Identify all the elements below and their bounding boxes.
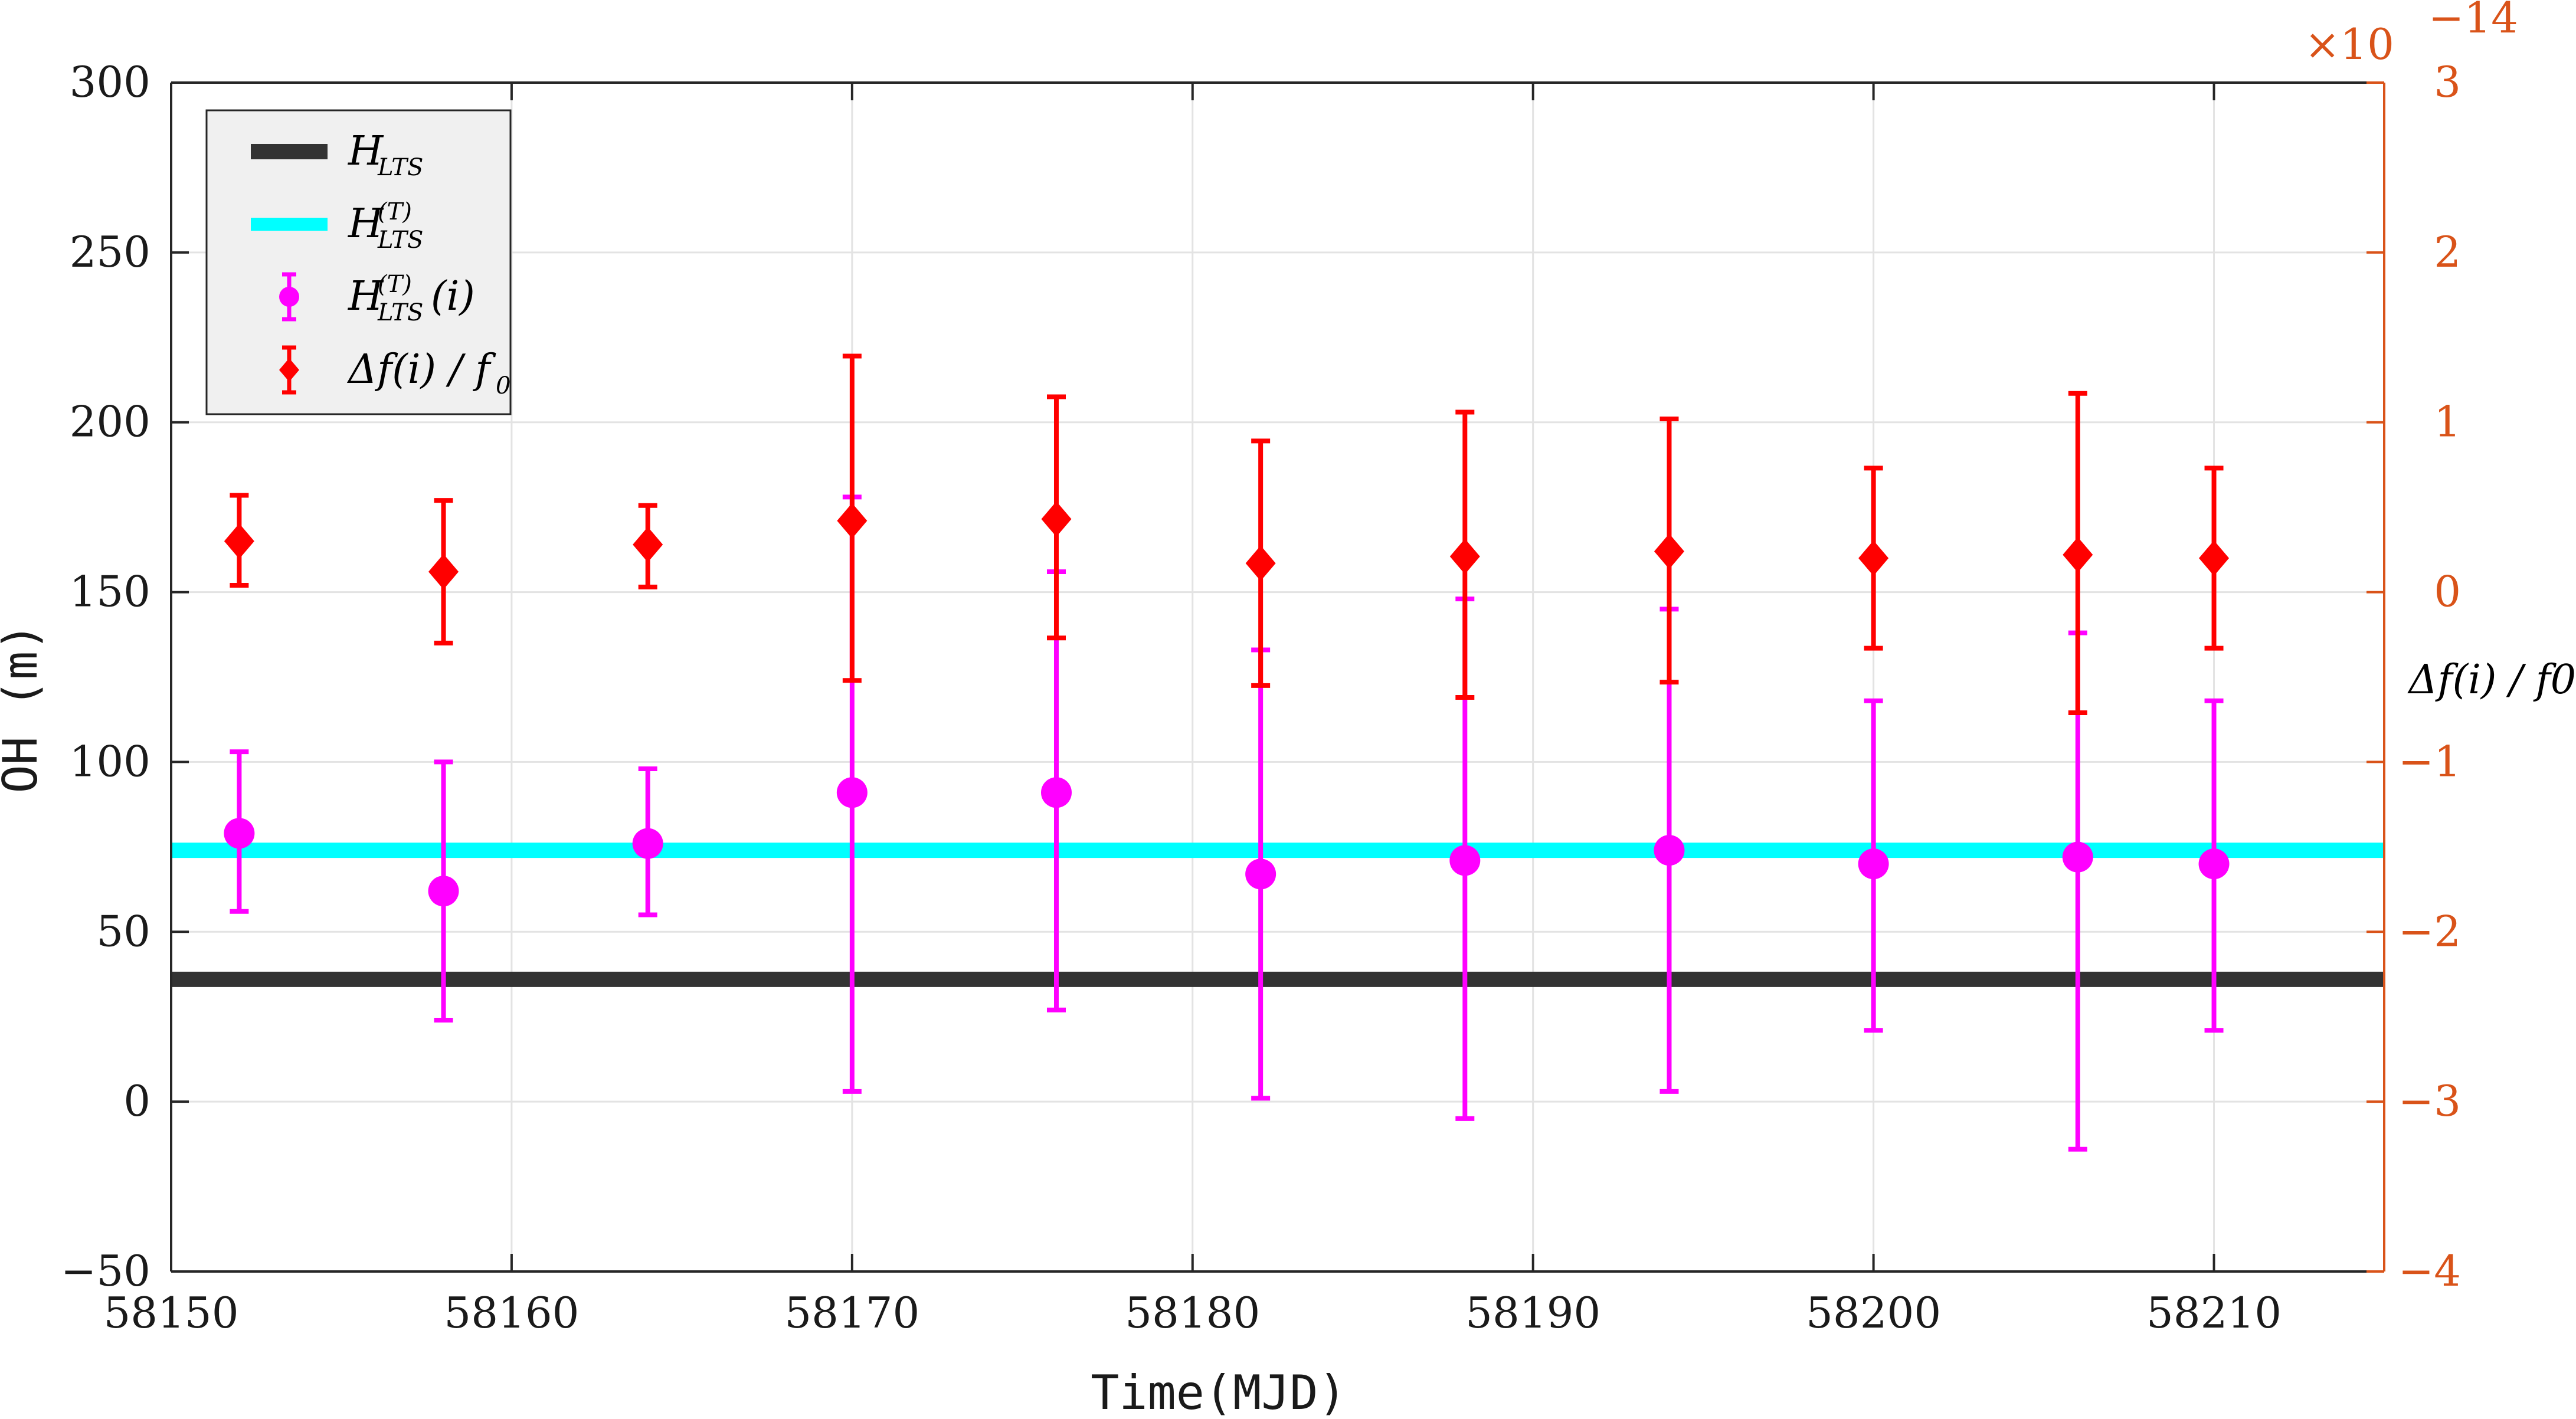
x-tick-label: 58170 — [784, 1288, 919, 1338]
data-point-circle — [1041, 777, 1072, 808]
y-tick-label: 300 — [70, 57, 150, 107]
legend-subscript: LTS — [377, 227, 423, 254]
data-point-circle — [224, 818, 255, 849]
y2-tick-label: 1 — [2434, 397, 2461, 447]
legend-subscript: 0 — [496, 372, 510, 399]
data-point-circle — [2198, 848, 2230, 880]
legend-swatch-circle — [279, 287, 299, 307]
data-point-diamond — [2199, 540, 2230, 576]
legend-superscript: (T) — [378, 198, 412, 225]
data-point-circle — [632, 828, 663, 859]
x-tick-label: 58180 — [1125, 1288, 1260, 1338]
y-tick-label: 200 — [70, 397, 150, 447]
x-axis-label: Time(MJD) — [1091, 1365, 1346, 1419]
legend-suffix: (i) — [431, 273, 475, 320]
y-tick-label: 150 — [70, 567, 150, 617]
right-axis-exponent-power: −14 — [2428, 0, 2518, 42]
data-point-circle — [1858, 848, 1889, 880]
legend-label: H — [347, 273, 384, 320]
y-tick-label: 250 — [70, 227, 150, 277]
y2-tick-label: 0 — [2434, 567, 2461, 617]
data-point-diamond — [1449, 539, 1480, 575]
data-point-diamond — [1858, 540, 1889, 576]
data-point-circle — [836, 777, 868, 808]
data-point-circle — [1654, 835, 1685, 866]
data-point-circle — [2062, 841, 2093, 873]
x-tick-label: 58200 — [1806, 1288, 1941, 1338]
x-tick-label: 58150 — [103, 1288, 238, 1338]
data-point-diamond — [428, 554, 459, 590]
data-point-circle — [1245, 858, 1276, 890]
y-tick-label: 100 — [70, 736, 150, 786]
y2-tick-label: 2 — [2434, 227, 2461, 277]
y2-tick-label: −1 — [2398, 736, 2461, 786]
data-point-diamond — [1654, 533, 1684, 569]
x-tick-label: 58210 — [2146, 1288, 2282, 1338]
x-tick-label: 58190 — [1465, 1288, 1600, 1338]
data-point-diamond — [1041, 501, 1072, 537]
data-point-diamond — [633, 526, 663, 562]
y2-tick-label: −4 — [2398, 1246, 2461, 1296]
y-axis-label: OH (m) — [0, 623, 48, 794]
right-axis-label: Δf(i) / f0 — [2407, 657, 2576, 703]
legend-subscript: LTS — [377, 154, 423, 181]
y2-tick-label: 3 — [2434, 57, 2461, 107]
x-tick-label: 58160 — [444, 1288, 579, 1338]
legend-label: H — [347, 201, 384, 247]
y2-tick-label: −3 — [2398, 1076, 2461, 1126]
legend-box — [205, 109, 512, 415]
data-point-diamond — [1245, 545, 1276, 581]
plot-area — [171, 353, 2384, 1152]
axes: 58150 58160 58170 58180 58190 58200 58210 −50 0 5… — [61, 57, 2461, 1338]
data-point-circle — [1449, 845, 1481, 876]
data-point-circle — [428, 876, 459, 907]
legend-superscript: (T) — [378, 271, 412, 298]
y-tick-label: −50 — [61, 1246, 150, 1296]
y2-tick-label: −2 — [2398, 906, 2461, 956]
legend-subscript: LTS — [377, 299, 423, 326]
data-point-diamond — [837, 503, 868, 539]
y-tick-label: 0 — [123, 1076, 150, 1126]
data-point-diamond — [224, 523, 254, 559]
legend-label: Δf(i) / f — [346, 346, 496, 393]
legend-label: H — [347, 128, 384, 175]
data-point-diamond — [2063, 537, 2093, 573]
right-axis-exponent: ×10 — [2305, 19, 2394, 69]
y-tick-label: 50 — [96, 906, 150, 956]
legend-swatch-diamond — [279, 358, 299, 382]
